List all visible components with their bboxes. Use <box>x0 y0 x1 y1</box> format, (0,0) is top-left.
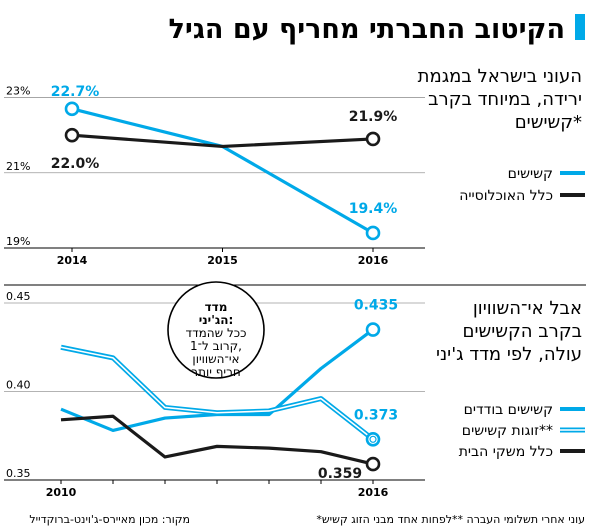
p1-series-0-value-label: 19.4% <box>349 201 398 217</box>
callout-heading-line: הג'יני: <box>199 313 234 327</box>
p2-legend-label-0: קשישים בודדים <box>464 402 553 418</box>
p2-series-1-end-label: 0.373 <box>354 407 398 423</box>
callout-body-line: אי־השוויון <box>192 352 239 366</box>
p2-x-tick-label: 2010 <box>46 486 77 499</box>
footnote: *עוני אחרי תשלומי העברה **לפחות אחד מבני… <box>316 513 585 526</box>
p2-series-0-point-6 <box>365 322 381 337</box>
chart-title: הקיטוב החברתי מחריף עם הגיל <box>169 14 565 45</box>
callout-body-line: קרוב ל־1, <box>190 339 242 353</box>
p1-axes: 19% 21% 23% 2014 2015 2016 <box>4 85 425 267</box>
p1-series-1-value-label: 21.9% <box>349 109 398 125</box>
p2-x-tick-label: 2016 <box>358 486 389 499</box>
p1-subtitle-line: ירידה, במיוחד בקרב <box>428 89 582 110</box>
p2-series-2-end-label: 0.359 <box>318 466 362 482</box>
p1-legend-label-1: כלל האוכלוסייה <box>459 188 553 204</box>
p2-y-tick-label: 0.45 <box>6 290 31 303</box>
p2-series-2-point-6 <box>365 456 381 472</box>
callout-circle <box>167 281 265 379</box>
p1-y-tick-label: 21% <box>6 160 30 173</box>
callout-heading-line: מדד <box>205 300 228 314</box>
p1-legend: קשישים כלל האוכלוסייה <box>459 166 585 204</box>
p1-series-0-point-0 <box>64 101 80 117</box>
p2-y-tick-label: 0.40 <box>6 379 31 392</box>
p2-y-tick-label: 0.35 <box>6 467 31 480</box>
p1-subtitle-line: קשישים* <box>515 112 582 133</box>
p1-y-tick-label: 23% <box>6 85 30 98</box>
p1-subtitle-line: העוני בישראל במגמת <box>418 66 582 87</box>
p2-legend: קשישים בודדים זוגות קשישים** כלל משקי הבית <box>459 402 585 460</box>
p1-legend-label-0: קשישים <box>508 166 553 182</box>
p2-subtitle-line: עולה, לפי מדד ג'יני <box>436 344 582 365</box>
p1-y-tick-label: 19% <box>6 235 30 248</box>
chart-panel-poverty: 19% 21% 23% 2014 2015 2016 22.7% 19.4% 22.0% 21.… <box>4 66 585 267</box>
p2-series-1-line-inner <box>60 346 374 440</box>
p1-series-0-line <box>71 107 374 235</box>
p2-series-2-line <box>60 414 374 466</box>
p2-legend-label-1: זוגות קשישים** <box>462 423 553 439</box>
callout-body-line: חריף יותר <box>191 365 240 379</box>
p1-x-tick-label: 2016 <box>358 254 389 267</box>
p2-axes: 0.35 0.40 0.45 2010 2016 <box>4 290 425 499</box>
p1-series-1-point-0 <box>64 127 80 143</box>
p1-series-1-value-label: 22.0% <box>51 156 100 172</box>
p1-series-1-point-2 <box>365 131 381 147</box>
p1-x-tick-label: 2015 <box>207 254 238 267</box>
callout-body-line: ככל שהמדד <box>186 326 247 340</box>
p1-series-0-point-2 <box>365 225 381 241</box>
source-note: מקור: מכון מאיירס-ג'וינט-ברוקדייל <box>29 513 190 526</box>
p2-legend-label-2: כלל משקי הבית <box>459 444 553 460</box>
p2-series-1-point-6-inner <box>369 435 377 443</box>
p1-x-tick-label: 2014 <box>57 254 88 267</box>
p2-subtitle-line: בקרב הקשישים <box>463 321 583 342</box>
chart-panel-gini: 0.35 0.40 0.45 2010 2016 0.435 0.373 0.359 מדד… <box>4 281 585 499</box>
p1-series: 22.7% 19.4% 22.0% 21.9% <box>51 84 398 241</box>
p2-series: 0.435 0.373 0.359 <box>60 298 398 482</box>
p1-series-0-value-label: 22.7% <box>51 84 100 100</box>
p2-subtitle-line: אבל אי־השוויון <box>473 298 582 319</box>
p1-series-1-line <box>71 133 374 149</box>
p2-series-0-end-label: 0.435 <box>354 298 398 314</box>
title-accent-bar <box>575 14 585 40</box>
